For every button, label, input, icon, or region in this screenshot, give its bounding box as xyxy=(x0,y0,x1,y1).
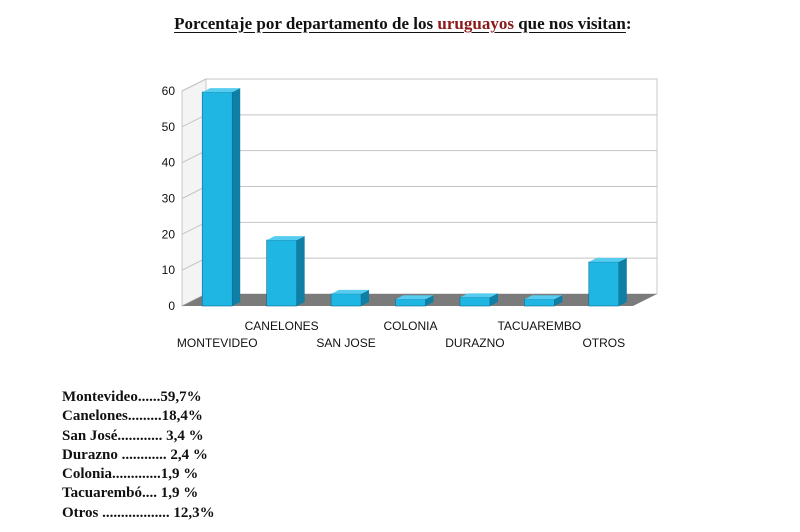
bar xyxy=(459,297,491,307)
y-tick-label: 50 xyxy=(162,120,176,134)
bar xyxy=(588,261,620,307)
percentage-legend: Montevideo......59,7% Canelones.........… xyxy=(62,388,215,523)
x-tick-label: COLONIA xyxy=(383,319,437,333)
title-colon: : xyxy=(625,14,632,33)
legend-row-montevideo: Montevideo......59,7% xyxy=(62,389,202,405)
bar xyxy=(266,239,297,307)
title-highlight: uruguayos xyxy=(437,14,514,33)
bar-top xyxy=(459,293,498,298)
bar-top xyxy=(395,295,434,300)
x-tick-label: OTROS xyxy=(582,336,625,350)
y-tick-label: 20 xyxy=(162,227,176,241)
legend-row-colonia: Colonia.............1,9 % xyxy=(62,466,199,483)
bar-side xyxy=(618,257,627,306)
legend-row-tacuarembo: Tacuarembó.... 1,9 % xyxy=(62,485,199,502)
bar-top xyxy=(331,289,370,294)
x-tick-label: MONTEVIDEO xyxy=(177,336,258,350)
bar-side xyxy=(296,236,305,306)
bar xyxy=(201,91,233,307)
title-text: Porcentaje por departamento de los xyxy=(174,14,438,33)
bar-chart: 0 10 20 30 40 50 60 MONTEVIDEO CANELONES SAN JOSE… xyxy=(162,78,658,350)
bar-top xyxy=(266,236,305,241)
x-tick-label: SAN JOSE xyxy=(316,336,375,350)
bar-side xyxy=(232,88,241,306)
bar-top xyxy=(588,257,627,262)
bar xyxy=(524,298,555,307)
legend-row-otros: Otros .................. 12,3% xyxy=(62,504,215,521)
y-tick-label: 10 xyxy=(162,263,176,277)
y-tick-label: 40 xyxy=(162,156,176,170)
y-tick-label: 0 xyxy=(168,299,175,313)
bar-side xyxy=(489,293,498,306)
y-tick-label: 30 xyxy=(162,192,176,206)
bar xyxy=(395,298,426,307)
bar-top xyxy=(524,295,563,300)
x-tick-label: CANELONES xyxy=(245,319,319,333)
x-tick-label: DURAZNO xyxy=(445,336,504,350)
bar-top xyxy=(202,88,241,93)
legend-row-canelones: Canelones.........18,4% xyxy=(62,408,203,425)
title-text-end: que nos visitan xyxy=(513,14,626,33)
legend-row-durazno: Durazno ............ 2,4 % xyxy=(62,446,208,463)
x-tick-label: TACUAREMBO xyxy=(497,319,581,333)
bar-side xyxy=(361,289,370,306)
bar-side xyxy=(425,295,434,306)
legend-row-san-jose: San José............ 3,4 % xyxy=(62,427,204,444)
bar xyxy=(330,293,362,307)
bar-side xyxy=(554,295,563,306)
gridline xyxy=(181,78,657,92)
y-tick-label: 60 xyxy=(162,84,176,98)
chart-title: Porcentaje por departamento de los urugu… xyxy=(0,14,800,34)
